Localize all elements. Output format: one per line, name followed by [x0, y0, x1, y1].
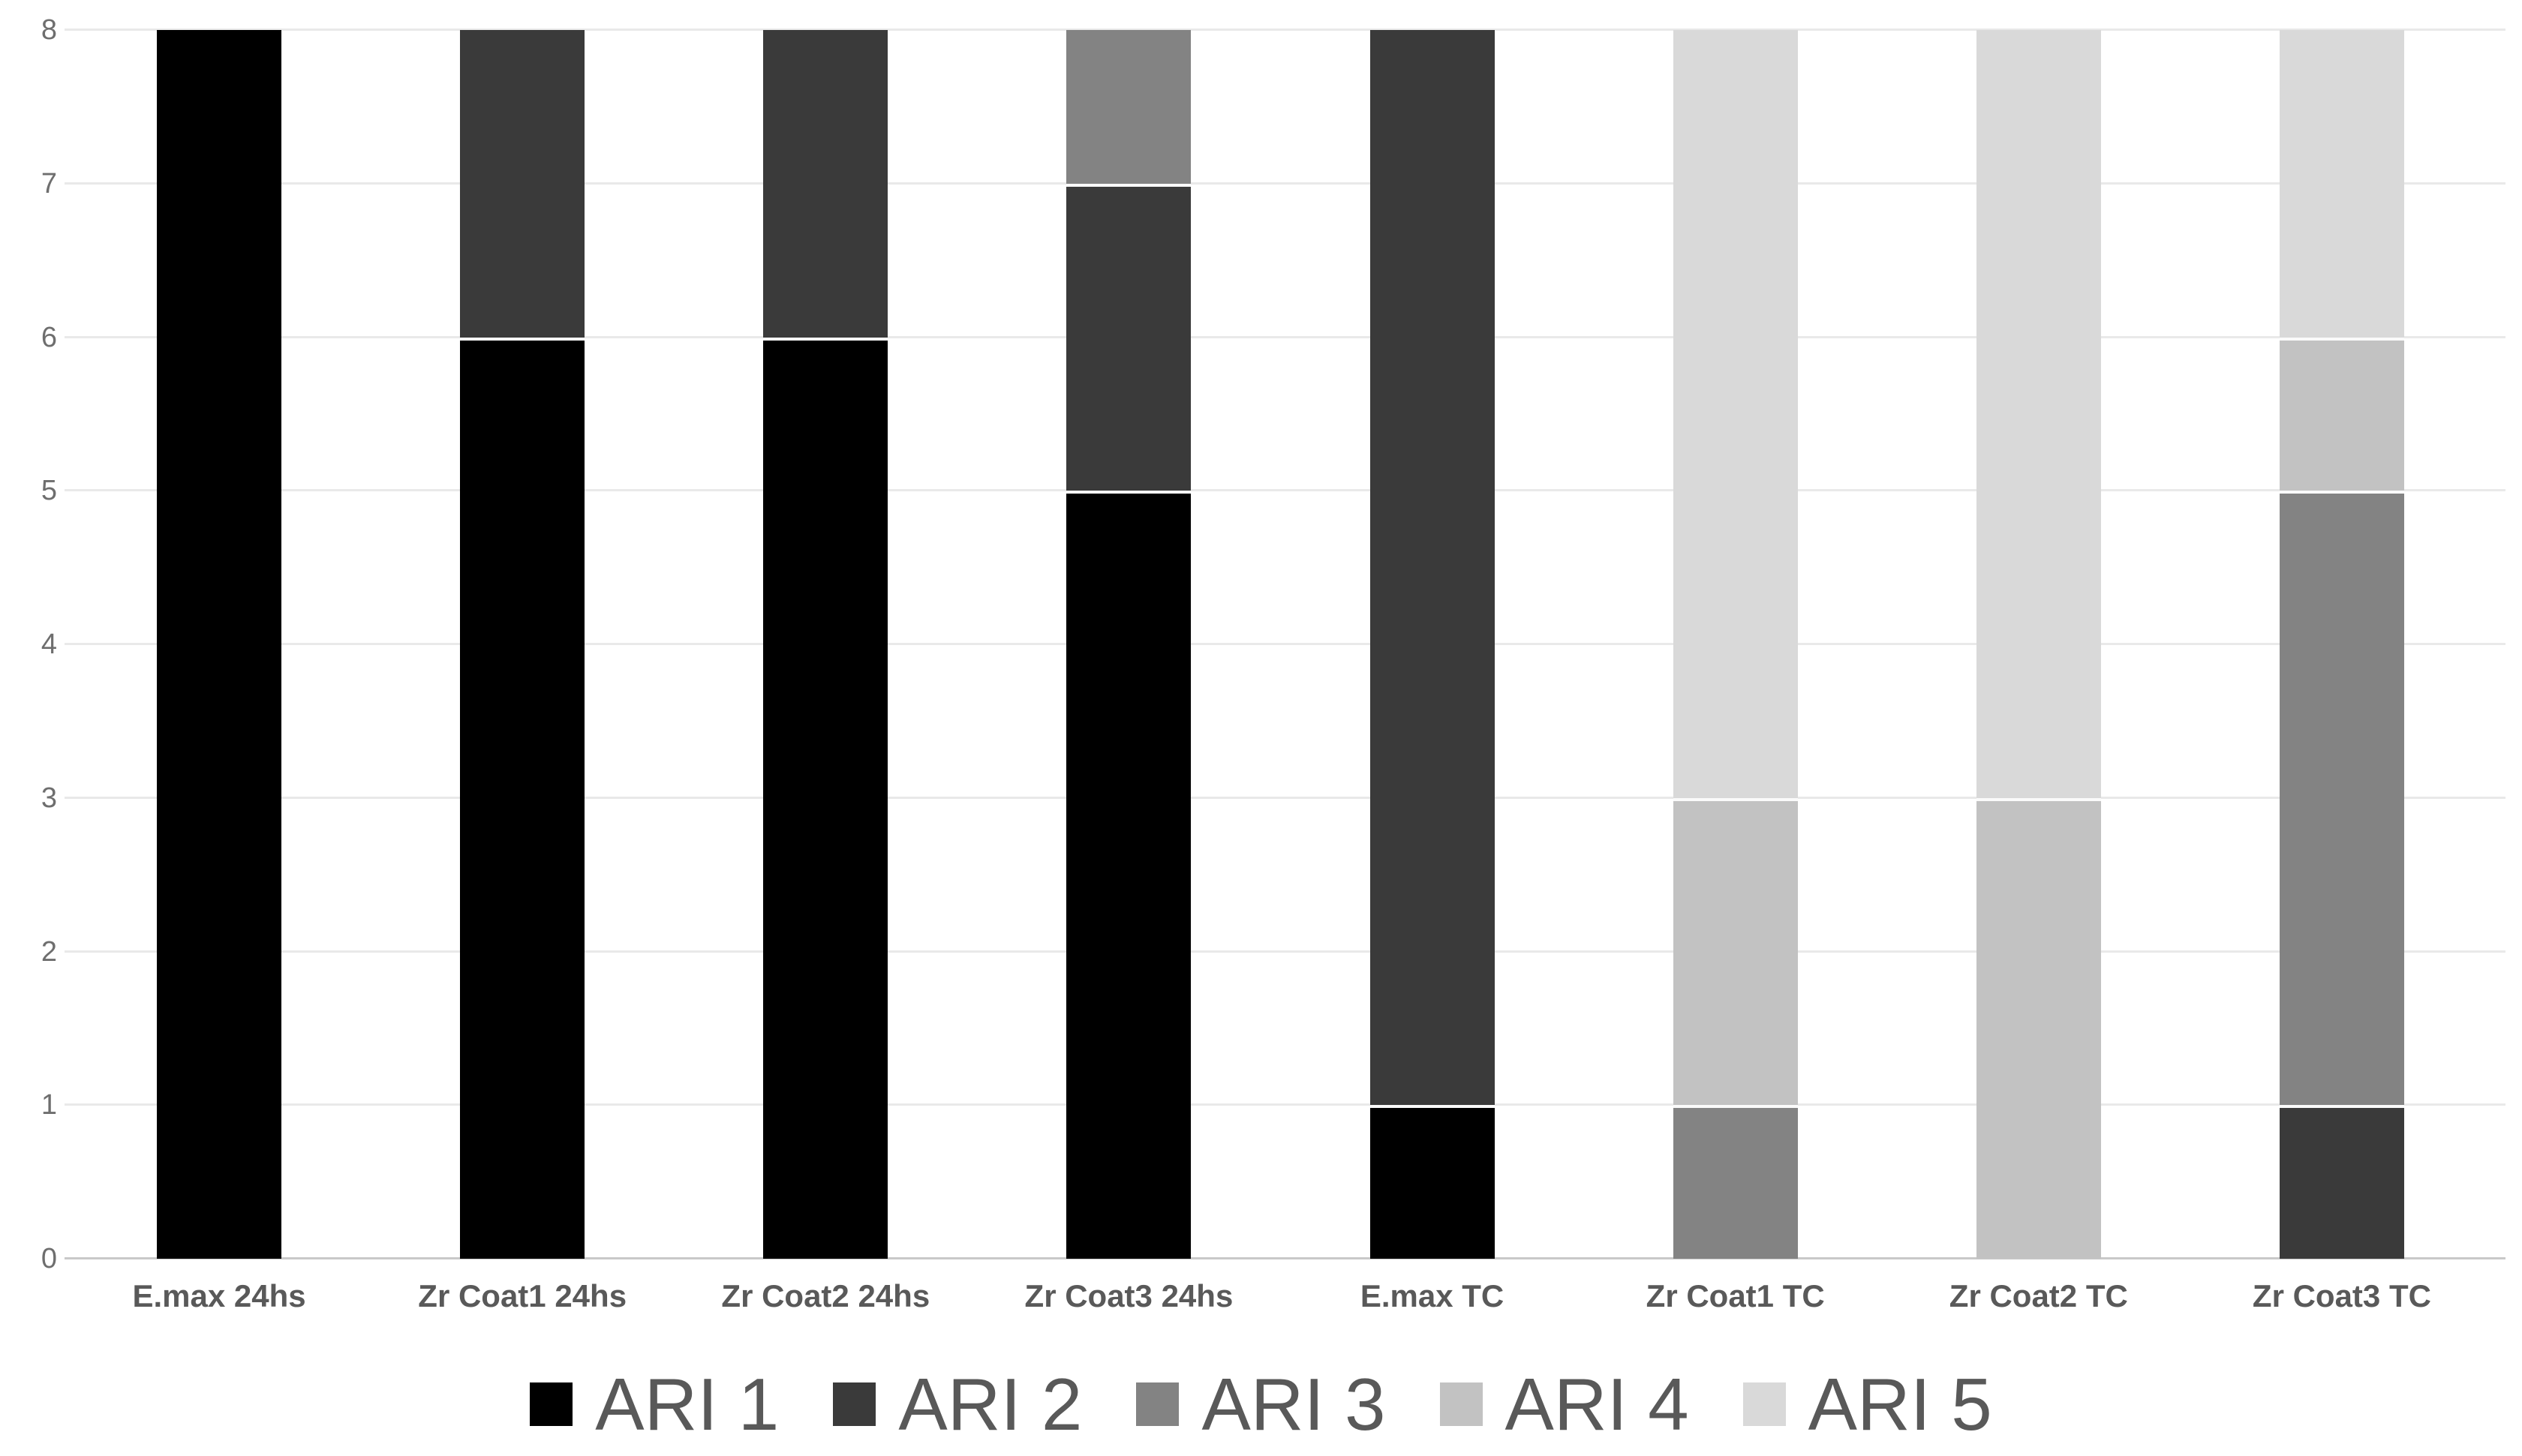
- legend-item-ari-2: ARI 2: [833, 1363, 1082, 1445]
- legend-label: ARI 4: [1504, 1363, 1689, 1445]
- y-tick-label: 5: [41, 475, 57, 507]
- bar-segment-ari-1: [1369, 1105, 1495, 1259]
- legend-swatch: [530, 1382, 573, 1426]
- plot-area: 0 1 2 3 4 5 6 7 8: [41, 16, 2505, 1273]
- bar-segment-ari-1: [460, 337, 585, 1259]
- bar-zr-coat1-24hs: [460, 30, 585, 1259]
- bar-e-max-tc: [1369, 30, 1495, 1259]
- x-category-label: Zr Coat2 24hs: [721, 1278, 930, 1313]
- x-category-label: Zr Coat1 24hs: [418, 1278, 627, 1313]
- x-category-label: Zr Coat3 TC: [2252, 1278, 2431, 1313]
- bar-segment-ari-4: [2279, 337, 2404, 491]
- legend-swatch: [833, 1382, 876, 1426]
- bar-segment-ari-2: [2279, 1105, 2404, 1259]
- y-tick-label: 1: [41, 1089, 57, 1121]
- gridline: [65, 643, 2505, 645]
- axis-baseline: [65, 1257, 2505, 1259]
- legend-item-ari-1: ARI 1: [530, 1363, 779, 1445]
- x-category-label: Zr Coat2 TC: [1949, 1278, 2128, 1313]
- bar-zr-coat2-tc: [1976, 30, 2101, 1259]
- bar-zr-coat1-tc: [1673, 30, 1798, 1259]
- gridline: [65, 182, 2505, 185]
- gridline: [65, 335, 2505, 338]
- legend-item-ari-4: ARI 4: [1439, 1363, 1689, 1445]
- legend-label: ARI 3: [1201, 1363, 1386, 1445]
- y-tick-label: 8: [41, 14, 57, 46]
- y-tick-label: 3: [41, 782, 57, 814]
- bar-e-max-24hs: [157, 30, 282, 1259]
- legend-swatch: [1742, 1382, 1786, 1426]
- x-category-label: E.max TC: [1360, 1278, 1504, 1313]
- y-tick-label: 0: [41, 1243, 57, 1274]
- bar-segment-ari-3: [1066, 30, 1192, 184]
- gridline: [65, 796, 2505, 799]
- bar-segment-ari-2: [460, 30, 585, 338]
- legend-label: ARI 1: [595, 1363, 780, 1445]
- bar-segment-ari-1: [157, 30, 282, 1259]
- legend-label: ARI 2: [898, 1363, 1083, 1445]
- bar-segment-ari-5: [1976, 30, 2101, 798]
- x-axis-labels: E.max 24hs Zr Coat1 24hs Zr Coat2 24hs Zr C…: [68, 1275, 2493, 1328]
- y-tick-label: 2: [41, 935, 57, 968]
- legend-swatch: [1439, 1382, 1483, 1426]
- bar-segment-ari-1: [1066, 491, 1192, 1259]
- bar-segment-ari-2: [1066, 183, 1192, 491]
- bar-zr-coat3-tc: [2279, 30, 2404, 1259]
- bar-zr-coat2-24hs: [763, 30, 888, 1259]
- legend-item-ari-5: ARI 5: [1742, 1363, 1992, 1445]
- gridline: [65, 950, 2505, 953]
- bar-segment-ari-5: [1673, 30, 1798, 798]
- gridline: [65, 1103, 2505, 1106]
- legend: ARI 1 ARI 2 ARI 3 ARI 4 ARI 5: [0, 1359, 2522, 1449]
- legend-item-ari-3: ARI 3: [1136, 1363, 1386, 1445]
- bar-segment-ari-3: [1673, 1105, 1798, 1259]
- bar-segment-ari-1: [763, 337, 888, 1259]
- bar-segment-ari-3: [2279, 491, 2404, 1106]
- x-category-label: E.max 24hs: [132, 1278, 306, 1313]
- y-tick-label: 4: [41, 629, 57, 660]
- bar-segment-ari-2: [1369, 30, 1495, 1106]
- bar-segment-ari-4: [1673, 797, 1798, 1106]
- x-category-label: Zr Coat1 TC: [1646, 1278, 1825, 1313]
- bar-segment-ari-5: [2279, 30, 2404, 338]
- bar-segment-ari-4: [1976, 797, 2101, 1259]
- y-tick-label: 6: [41, 321, 57, 353]
- legend-label: ARI 5: [1808, 1363, 1992, 1445]
- gridline: [65, 29, 2505, 31]
- bar-zr-coat3-24hs: [1066, 30, 1192, 1259]
- legend-swatch: [1136, 1382, 1180, 1426]
- bar-segment-ari-2: [763, 30, 888, 338]
- gridline: [65, 489, 2505, 492]
- x-category-label: Zr Coat3 24hs: [1024, 1278, 1234, 1313]
- y-tick-label: 7: [41, 167, 57, 200]
